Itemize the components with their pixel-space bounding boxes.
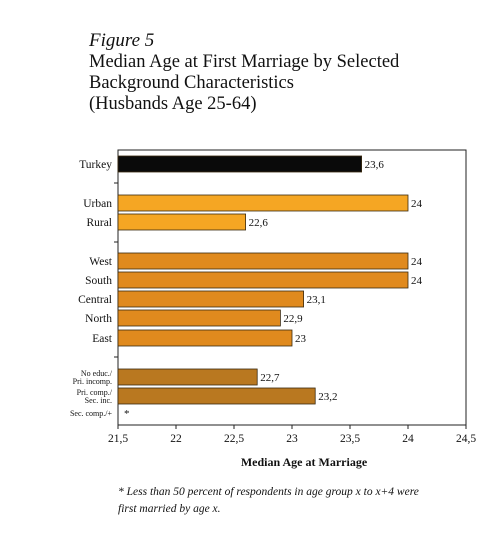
figure-title-line-1: Median Age at First Marriage by Selected bbox=[89, 52, 400, 72]
bar-urban bbox=[117, 194, 409, 212]
bar-no-educ-pri-incomp bbox=[117, 368, 258, 386]
figure-title-line-3: (Husbands Age 25-64) bbox=[89, 94, 257, 114]
value-label-pri-comp-sec-inc: 23,2 bbox=[318, 391, 337, 403]
category-label-no-educ-pri-incomp-line2: Pri. incomp. bbox=[73, 377, 112, 386]
x-tick-label: 24 bbox=[402, 433, 414, 445]
value-label-east: 23 bbox=[295, 333, 307, 345]
category-label-pri-comp-sec-inc: Pri. comp./ bbox=[77, 388, 113, 397]
x-tick-label: 23 bbox=[286, 433, 298, 445]
bar-south bbox=[117, 271, 409, 289]
value-label-south: 24 bbox=[411, 275, 423, 287]
bar-west bbox=[117, 252, 409, 270]
value-label-no-educ-pri-incomp: 22,7 bbox=[260, 372, 280, 384]
category-label-pri-comp-sec-inc-line2: Sec. inc. bbox=[85, 396, 112, 405]
value-label-sec-comp: * bbox=[124, 408, 130, 420]
footnote-line-2: first married by age x. bbox=[118, 503, 221, 515]
bar-north bbox=[117, 309, 281, 327]
footnote: * Less than 50 percent of respondents in… bbox=[118, 484, 478, 518]
x-tick-label: 21,5 bbox=[108, 433, 128, 445]
x-tick-label: 23,5 bbox=[340, 433, 360, 445]
x-tick-label: 22 bbox=[170, 433, 182, 445]
category-label-central: Central bbox=[78, 294, 112, 306]
category-label-sec-comp: Sec. comp./+ bbox=[70, 409, 113, 418]
figure-header: Figure 5 Median Age at First Marriage by… bbox=[89, 30, 479, 115]
value-label-north: 22,9 bbox=[283, 313, 303, 325]
category-label-east: East bbox=[92, 333, 113, 345]
category-label-turkey: Turkey bbox=[79, 159, 112, 171]
category-label-urban: Urban bbox=[83, 198, 112, 210]
value-label-west: 24 bbox=[411, 256, 423, 268]
category-label-south: South bbox=[85, 275, 112, 287]
bar-turkey bbox=[117, 155, 363, 173]
bar-east bbox=[117, 329, 293, 347]
category-label-rural: Rural bbox=[86, 217, 112, 229]
x-axis-label: Median Age at Marriage bbox=[241, 455, 368, 469]
bar-pri-comp-sec-inc bbox=[117, 387, 316, 405]
value-label-turkey: 23,6 bbox=[365, 159, 385, 171]
figure-label: Figure 5 bbox=[89, 30, 155, 51]
figure-title-line-2: Background Characteristics bbox=[89, 73, 294, 93]
category-label-no-educ-pri-incomp: No educ./ bbox=[81, 369, 113, 378]
x-tick-label: 24,5 bbox=[456, 433, 476, 445]
category-label-north: North bbox=[85, 313, 112, 325]
x-tick-label: 22,5 bbox=[224, 433, 244, 445]
value-label-rural: 22,6 bbox=[249, 217, 269, 229]
value-label-urban: 24 bbox=[411, 198, 423, 210]
bar-rural bbox=[117, 213, 246, 231]
footnote-line-1: * Less than 50 percent of respondents in… bbox=[118, 486, 419, 498]
value-label-central: 23,1 bbox=[307, 294, 326, 306]
category-label-west: West bbox=[89, 256, 113, 268]
bar-central bbox=[117, 290, 305, 308]
